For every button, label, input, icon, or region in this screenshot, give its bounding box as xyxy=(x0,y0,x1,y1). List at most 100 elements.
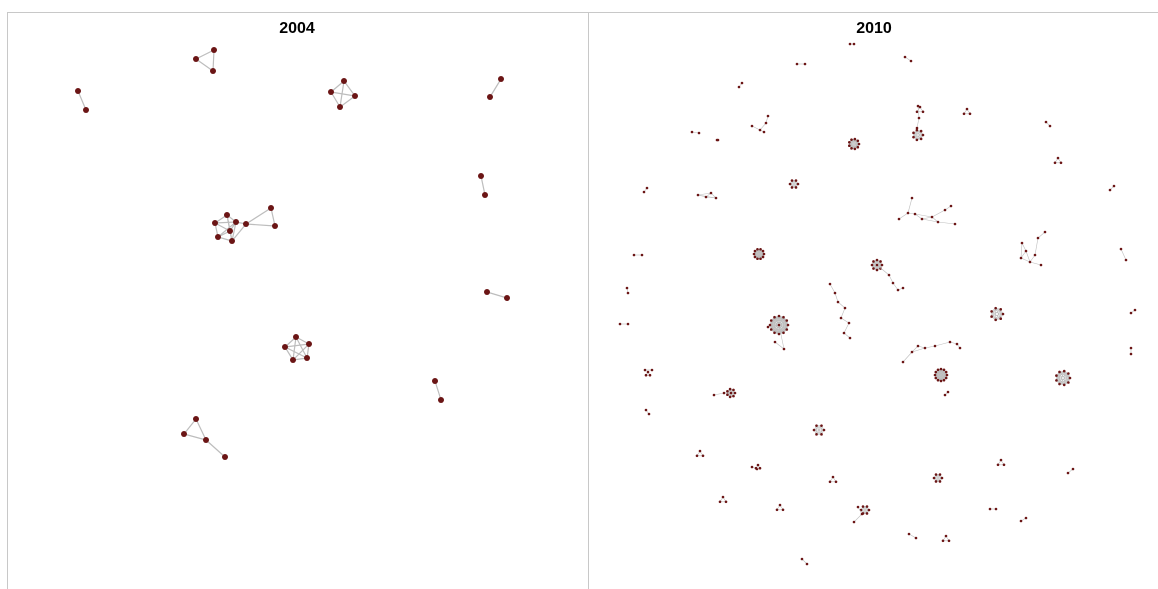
graph-edge xyxy=(783,320,788,333)
graph-node xyxy=(646,370,650,374)
graph-node xyxy=(341,78,347,84)
graph-node xyxy=(75,88,81,94)
graph-node xyxy=(762,130,766,134)
graph-node xyxy=(642,190,646,194)
graph-edge xyxy=(697,192,712,196)
cluster xyxy=(912,128,925,142)
graph-edge xyxy=(791,180,797,188)
graph-edge xyxy=(935,474,941,482)
graph-node xyxy=(853,137,857,141)
graph-node xyxy=(794,179,798,182)
graph-edge xyxy=(292,343,310,361)
cluster xyxy=(212,205,278,244)
graph-node xyxy=(224,212,230,218)
graph-node xyxy=(769,319,773,322)
graph-edge xyxy=(245,223,276,227)
graph-edge xyxy=(774,316,787,321)
graph-edge xyxy=(931,216,939,223)
graph-node xyxy=(650,368,654,372)
graph-node xyxy=(907,532,911,536)
cluster xyxy=(875,263,905,292)
graph-node xyxy=(740,81,744,85)
graph-node xyxy=(968,112,972,116)
cluster xyxy=(915,104,921,130)
cluster xyxy=(988,507,998,511)
graph-node xyxy=(1124,258,1128,262)
graph-node xyxy=(781,508,785,512)
graph-node xyxy=(848,42,852,46)
graph-node xyxy=(944,376,948,380)
cluster xyxy=(932,473,944,483)
graph-node xyxy=(640,253,644,257)
graph-edge xyxy=(843,322,850,334)
graph-node xyxy=(875,258,879,262)
graph-node xyxy=(1001,312,1005,316)
graph-edge xyxy=(270,207,276,227)
graph-node xyxy=(229,238,235,244)
graph-edge xyxy=(1056,370,1065,376)
graph-node xyxy=(944,370,948,374)
graph-edge xyxy=(195,58,214,72)
graph-node xyxy=(875,263,879,267)
graph-node xyxy=(756,257,759,261)
graph-node xyxy=(482,192,488,198)
graph-node xyxy=(728,387,732,391)
graph-node xyxy=(939,367,943,371)
graph-node xyxy=(714,196,718,200)
graph-node xyxy=(648,373,652,377)
cluster xyxy=(754,463,762,470)
graph-node xyxy=(737,85,741,89)
graph-node xyxy=(1002,463,1006,467)
cluster xyxy=(828,475,838,484)
graph-node xyxy=(761,249,765,253)
graph-node xyxy=(872,267,875,270)
graph-edge xyxy=(1020,257,1031,263)
cluster xyxy=(715,138,720,142)
graph-node xyxy=(1059,161,1063,165)
graph-edge xyxy=(1020,250,1027,259)
graph-node xyxy=(1055,374,1058,377)
graph-node xyxy=(181,431,187,437)
graph-edge xyxy=(914,213,923,220)
graph-node xyxy=(887,273,891,277)
graph-edge xyxy=(934,371,947,376)
graph-node xyxy=(916,344,920,348)
graph-node xyxy=(215,234,221,240)
graph-node xyxy=(732,394,735,398)
graph-edge xyxy=(339,95,356,108)
graph-node xyxy=(782,315,785,319)
graph-edge xyxy=(840,307,846,319)
graph-node xyxy=(803,62,807,66)
graph-node xyxy=(790,179,794,182)
graph-edge xyxy=(1056,373,1069,381)
graph-node xyxy=(758,128,762,132)
graph-node xyxy=(773,315,776,319)
graph-node xyxy=(777,332,781,336)
cluster xyxy=(903,55,913,63)
graph-edge xyxy=(943,371,947,381)
graph-edge xyxy=(195,49,215,60)
graph-node xyxy=(1067,372,1070,375)
cluster xyxy=(181,416,228,460)
graph-node xyxy=(909,59,913,63)
graph-node xyxy=(919,137,923,141)
cluster xyxy=(632,253,644,257)
graph-edge xyxy=(876,261,881,271)
graph-node xyxy=(822,428,826,432)
cluster xyxy=(933,367,949,383)
graph-edge xyxy=(913,132,918,141)
graph-edge xyxy=(829,283,836,294)
graph-node xyxy=(901,360,905,364)
graph-node xyxy=(758,466,762,470)
graph-node xyxy=(921,110,925,114)
graph-node xyxy=(1108,188,1112,192)
graph-node xyxy=(865,512,869,515)
graph-node xyxy=(1043,230,1047,234)
graph-node xyxy=(912,131,915,135)
graph-edge xyxy=(1029,261,1042,266)
graph-node xyxy=(647,412,651,416)
graph-edge xyxy=(813,425,822,431)
graph-node xyxy=(729,391,733,395)
graph-node xyxy=(949,204,953,208)
